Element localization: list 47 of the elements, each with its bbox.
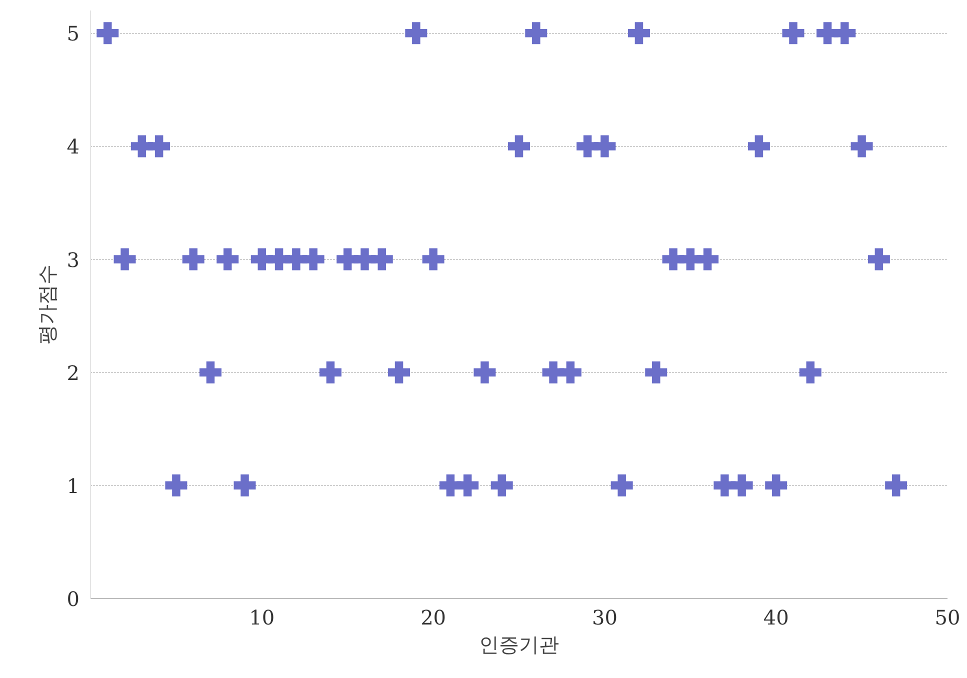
point <box>696 248 719 270</box>
point <box>114 248 136 270</box>
point <box>610 474 633 496</box>
x-tick-label: 20 <box>420 606 446 630</box>
point <box>834 22 856 44</box>
point <box>645 361 668 384</box>
x-axis-title: 인증기관 <box>479 632 559 656</box>
point <box>748 135 770 158</box>
y-axis-title: 평가점수 <box>34 264 59 344</box>
point <box>405 22 428 44</box>
point <box>422 248 444 270</box>
y-tick-label: 4 <box>66 134 80 159</box>
point <box>165 474 188 496</box>
y-tick-label: 2 <box>66 360 80 385</box>
point <box>96 22 119 44</box>
point <box>525 22 548 44</box>
point <box>474 361 496 384</box>
point <box>199 361 222 384</box>
point <box>885 474 908 496</box>
y-tick-label: 3 <box>66 248 80 272</box>
point <box>799 361 822 384</box>
point <box>456 474 479 496</box>
point <box>628 22 650 44</box>
x-tick-label: 10 <box>249 606 275 630</box>
y-tick-label: 0 <box>66 587 80 611</box>
x-tick-label: 50 <box>934 606 960 630</box>
point <box>148 135 170 158</box>
point <box>850 135 873 158</box>
y-tick-label: 1 <box>66 474 80 498</box>
point <box>216 248 239 270</box>
point <box>490 474 513 496</box>
y-tick-label: 5 <box>66 22 80 46</box>
point <box>765 474 788 496</box>
point <box>182 248 204 270</box>
point <box>868 248 890 270</box>
point <box>388 361 410 384</box>
point <box>319 361 342 384</box>
x-tick-label: 40 <box>763 606 789 630</box>
x-tick-label: 30 <box>592 606 618 630</box>
point <box>730 474 753 496</box>
point <box>594 135 616 158</box>
point <box>508 135 530 158</box>
point <box>782 22 804 44</box>
point <box>302 248 324 270</box>
point <box>234 474 256 496</box>
point <box>559 361 582 384</box>
point <box>370 248 393 270</box>
